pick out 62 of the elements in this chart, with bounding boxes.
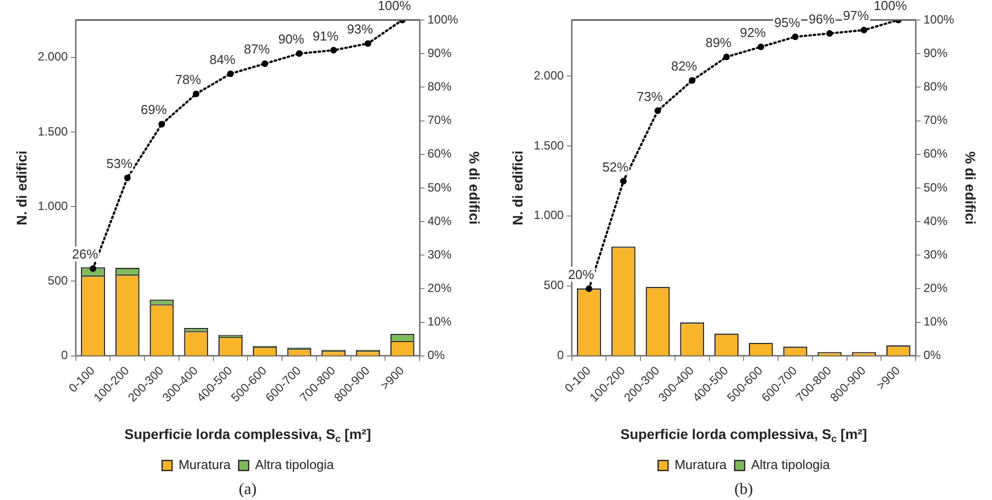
- y-tick-label: 500: [544, 278, 564, 292]
- y2-tick-label: 80%: [428, 79, 452, 94]
- data-label: 90%: [278, 32, 305, 47]
- y-tick-label: 500: [48, 274, 68, 288]
- data-label: 20%: [568, 266, 594, 282]
- data-label: 96%: [808, 12, 836, 27]
- y2-tick-label: 100%: [924, 12, 955, 26]
- data-label: 91%: [312, 28, 340, 44]
- y2-tick-label: 70%: [924, 113, 948, 128]
- data-label: 69%: [140, 102, 168, 118]
- data-label: 82%: [671, 58, 698, 74]
- y2-tick-label: 30%: [428, 247, 452, 262]
- y2-axis-title: % di edifici: [466, 151, 483, 224]
- y2-tick-label: 40%: [924, 214, 948, 228]
- y-axis-title: N. di edifici: [509, 150, 526, 226]
- data-label: 89%: [705, 35, 732, 50]
- legend-label: Altra tipologia: [255, 457, 335, 472]
- data-label: 93%: [346, 22, 374, 37]
- y2-tick-label: 0%: [924, 348, 942, 362]
- legend-label: Muratura: [674, 457, 728, 472]
- y2-tick-label: 100%: [428, 12, 459, 26]
- y-tick-label: 1.500: [38, 124, 68, 138]
- legend-label: Altra tipologia: [751, 457, 831, 472]
- y2-tick-label: 90%: [924, 46, 948, 60]
- y-tick-label: 2.000: [534, 68, 564, 82]
- data-label: 97%: [842, 8, 870, 24]
- y2-tick-label: 20%: [428, 281, 452, 296]
- y-tick-label: 1.000: [38, 198, 68, 213]
- y-tick-label: 1.000: [534, 208, 564, 222]
- y2-tick-label: 50%: [428, 180, 452, 194]
- y2-axis-title: % di edifici: [962, 151, 979, 224]
- data-label: 92%: [740, 24, 766, 40]
- data-label: 78%: [175, 72, 202, 87]
- y2-tick-label: 60%: [428, 146, 452, 161]
- y2-tick-label: 10%: [924, 314, 948, 329]
- y2-tick-label: 50%: [924, 180, 948, 194]
- y2-tick-label: 60%: [924, 146, 948, 161]
- y2-tick-label: 30%: [924, 247, 948, 262]
- text: (a): [238, 481, 257, 498]
- y2-tick-label: 80%: [924, 79, 948, 94]
- data-label: 87%: [244, 42, 270, 57]
- y2-tick-label: 0%: [428, 348, 446, 362]
- data-label: 52%: [602, 159, 629, 174]
- data-label: 95%: [774, 14, 801, 30]
- y-tick-label: 0: [61, 348, 68, 362]
- data-label: 100%: [874, 0, 908, 14]
- y-tick-label: 1.500: [534, 138, 564, 152]
- data-label: 73%: [636, 88, 664, 104]
- y2-tick-label: 90%: [428, 46, 452, 60]
- y2-tick-label: 70%: [428, 113, 452, 128]
- data-label: 26%: [72, 246, 98, 262]
- y2-tick-label: 20%: [924, 281, 948, 296]
- data-label: 100%: [378, 0, 412, 14]
- data-label: 53%: [106, 156, 133, 171]
- legend-label: Muratura: [178, 457, 232, 472]
- data-label: 84%: [209, 52, 236, 67]
- y-tick-label: 0: [557, 348, 564, 362]
- y-axis-title: N. di edifici: [13, 150, 30, 226]
- y2-tick-label: 10%: [428, 314, 452, 329]
- text: (b): [734, 481, 753, 498]
- y2-tick-label: 40%: [428, 214, 452, 228]
- y-tick-label: 2.000: [38, 50, 68, 64]
